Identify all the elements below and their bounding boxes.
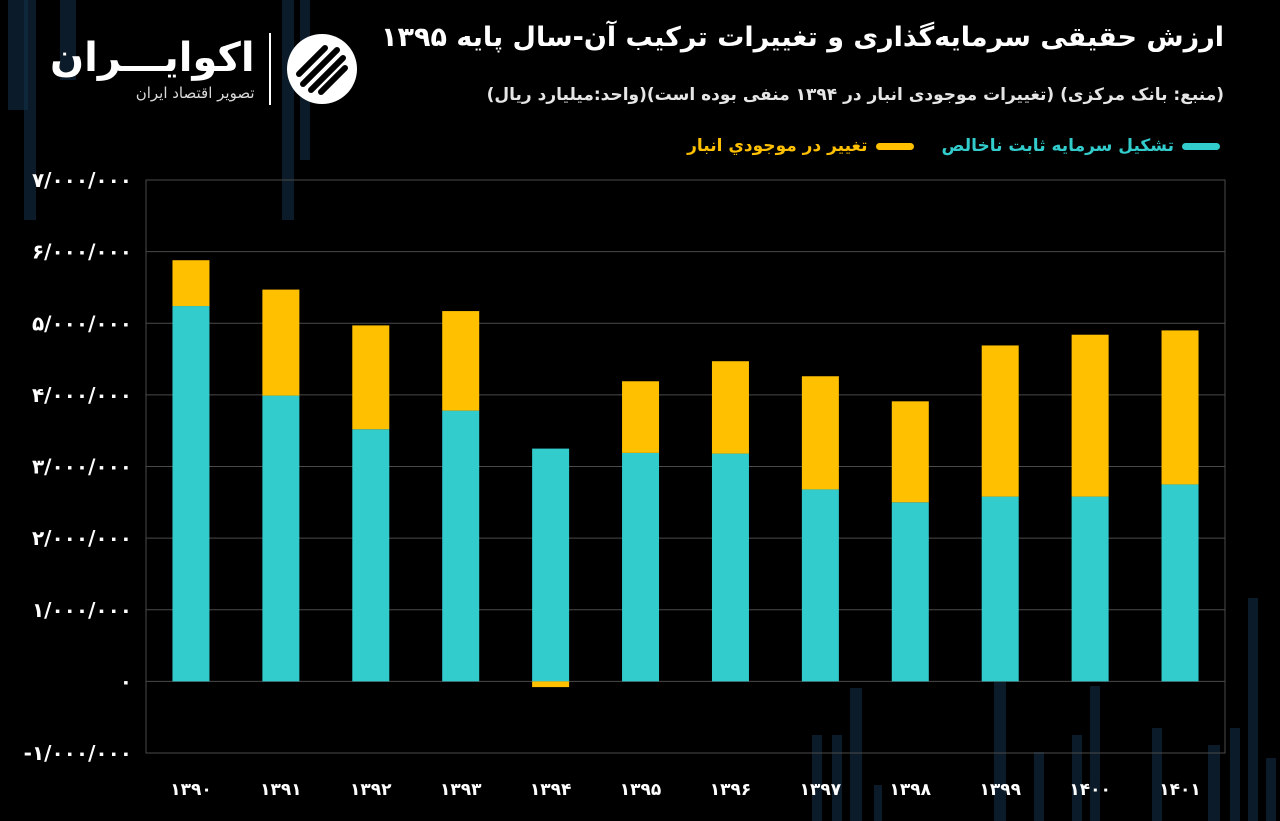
decorative-bar xyxy=(1248,598,1258,821)
legend-item-fixed-capital: تشکیل سرمایه ثابت ناخالص xyxy=(942,136,1220,156)
bar-fixed-capital xyxy=(981,496,1019,682)
x-tick-label: ۱۳۹۴ xyxy=(530,780,572,800)
x-tick-label: ۱۳۹۰ xyxy=(170,780,212,800)
x-tick-label: ۱۳۹۱ xyxy=(260,780,302,800)
decorative-bar xyxy=(994,680,1006,821)
y-tick-label: ۴/۰۰۰/۰۰۰ xyxy=(32,383,132,407)
x-tick-label: ۱۳۹۵ xyxy=(620,780,662,800)
x-tick-label: ۱۳۹۹ xyxy=(979,780,1021,800)
decorative-bar xyxy=(1208,745,1220,821)
bar-fixed-capital xyxy=(1071,496,1109,682)
chart-subtitle: (منبع: بانک مرکزی) (تغییرات موجودی انبار… xyxy=(486,85,1224,105)
legend-item-inventory: تغییر در موجودي انبار xyxy=(687,136,914,156)
decorative-bar xyxy=(1072,735,1082,821)
bar-inventory-change xyxy=(442,311,480,411)
y-tick-label: -۱/۰۰۰/۰۰۰ xyxy=(24,741,132,765)
decorative-bar xyxy=(60,0,76,80)
bar-inventory-change xyxy=(801,376,839,490)
y-tick-label: ۱/۰۰۰/۰۰۰ xyxy=(32,598,132,622)
legend-label-fixed-capital: تشکیل سرمایه ثابت ناخالص xyxy=(941,136,1174,156)
y-tick-label: ۳/۰۰۰/۰۰۰ xyxy=(32,455,132,479)
bar-inventory-change xyxy=(891,401,929,503)
y-tick-label: ۵/۰۰۰/۰۰۰ xyxy=(32,311,132,335)
y-tick-label: ۶/۰۰۰/۰۰۰ xyxy=(32,240,132,264)
decorative-bar xyxy=(1034,752,1044,821)
bar-fixed-capital xyxy=(442,410,480,682)
chart-title: ارزش حقیقی سرمایه‌گذاری و تغییرات ترکیب … xyxy=(381,22,1224,53)
decorative-bar xyxy=(874,785,882,821)
decorative-bar xyxy=(8,0,28,110)
decorative-bar xyxy=(24,0,36,220)
x-tick-label: ۱۳۹۸ xyxy=(890,780,932,800)
bar-inventory-change xyxy=(262,289,300,396)
legend-swatch-fixed-capital xyxy=(1182,142,1220,150)
bar-fixed-capital xyxy=(172,306,210,682)
bar-fixed-capital xyxy=(622,452,660,682)
x-tick-label: ۱۳۹۳ xyxy=(440,780,482,800)
bar-inventory-change xyxy=(1071,334,1109,497)
y-tick-label: ۷/۰۰۰/۰۰۰ xyxy=(32,168,132,192)
bar-inventory-change xyxy=(981,345,1019,497)
bar-inventory-change xyxy=(532,681,570,688)
bar-fixed-capital xyxy=(801,489,839,682)
bar-fixed-capital xyxy=(352,429,390,682)
logo-name: اکوایـــران xyxy=(50,35,255,81)
decorative-bar xyxy=(850,688,862,821)
logo-text: اکوایـــران تصویر اقتصاد ایران xyxy=(50,36,255,102)
ecoiran-logo-icon xyxy=(286,34,357,104)
legend-swatch-inventory xyxy=(875,142,914,150)
decorative-bar xyxy=(1230,728,1240,821)
bar-inventory-change xyxy=(1161,330,1199,485)
x-tick-label: ۱۳۹۶ xyxy=(710,780,752,800)
y-tick-label: ۰ xyxy=(120,669,132,693)
bar-fixed-capital xyxy=(711,453,749,682)
decorative-bar xyxy=(1266,758,1276,821)
bar-fixed-capital xyxy=(532,448,570,682)
decorative-bar xyxy=(832,735,842,821)
bar-fixed-capital xyxy=(262,395,300,682)
legend-label-inventory: تغییر در موجودي انبار xyxy=(687,136,868,156)
logo-tagline: تصویر اقتصاد ایران xyxy=(135,84,255,102)
bar-inventory-change xyxy=(622,381,660,453)
logo: اکوایـــران تصویر اقتصاد ایران xyxy=(50,32,359,106)
bar-fixed-capital xyxy=(1161,484,1199,682)
bar-fixed-capital xyxy=(891,502,929,682)
logo-divider xyxy=(268,33,271,105)
x-tick-label: ۱۴۰۱ xyxy=(1159,780,1201,800)
decorative-bar xyxy=(812,735,822,821)
decorative-bar xyxy=(1152,728,1162,821)
legend: تشکیل سرمایه ثابت ناخالص تغییر در موجودي… xyxy=(687,136,1220,156)
x-tick-label: ۱۳۹۲ xyxy=(350,780,392,800)
bar-inventory-change xyxy=(711,361,749,454)
bar-inventory-change xyxy=(352,325,390,430)
x-tick-label: ۱۳۹۷ xyxy=(800,780,842,800)
x-tick-label: ۱۴۰۰ xyxy=(1069,780,1111,800)
y-tick-label: ۲/۰۰۰/۰۰۰ xyxy=(32,526,132,550)
bar-inventory-change xyxy=(172,260,210,307)
